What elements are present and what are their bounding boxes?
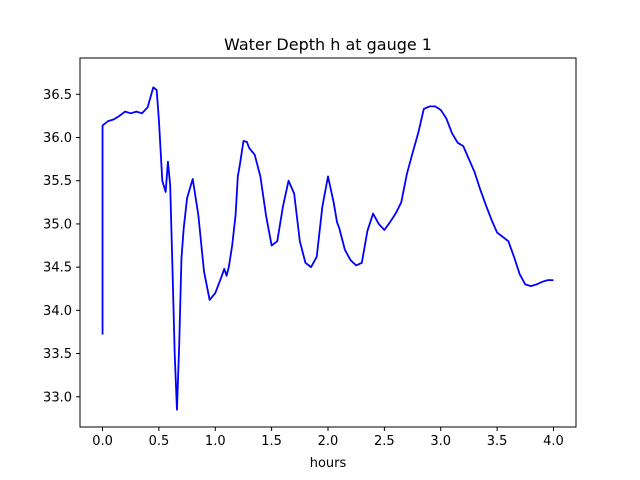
y-tick-label: 36.0: [43, 131, 72, 146]
x-tick-label: 0.0: [92, 434, 113, 449]
x-tick-label: 3.5: [487, 434, 508, 449]
y-tick-label: 35.5: [43, 174, 72, 189]
axes-frame: [79, 57, 577, 428]
x-tick-label: 2.5: [374, 434, 395, 449]
x-tick-label: 0.5: [149, 434, 170, 449]
x-tick-label: 3.0: [430, 434, 451, 449]
x-axis-label: hours: [310, 456, 347, 471]
y-axis-ticks: 33.0 33.5 34.0 34.5 35.0 35.5 36.0 36.5: [43, 88, 80, 405]
y-tick-label: 35.0: [43, 217, 72, 232]
chart-title: Water Depth h at gauge 1: [224, 35, 432, 54]
x-tick-label: 1.5: [261, 434, 282, 449]
y-tick-label: 33.0: [43, 390, 72, 405]
y-tick-label: 34.5: [43, 261, 72, 276]
x-tick-label: 2.0: [318, 434, 339, 449]
y-tick-label: 33.5: [43, 347, 72, 362]
y-tick-label: 36.5: [43, 88, 72, 103]
y-tick-label: 34.0: [43, 304, 72, 319]
x-tick-label: 4.0: [543, 434, 564, 449]
plot-area: [101, 86, 554, 411]
x-axis-ticks: 0.0 0.5 1.0 1.5 2.0 2.5 3.0 3.5 4.0: [92, 427, 564, 449]
series-line-0: [101, 86, 554, 411]
x-tick-label: 1.0: [205, 434, 226, 449]
